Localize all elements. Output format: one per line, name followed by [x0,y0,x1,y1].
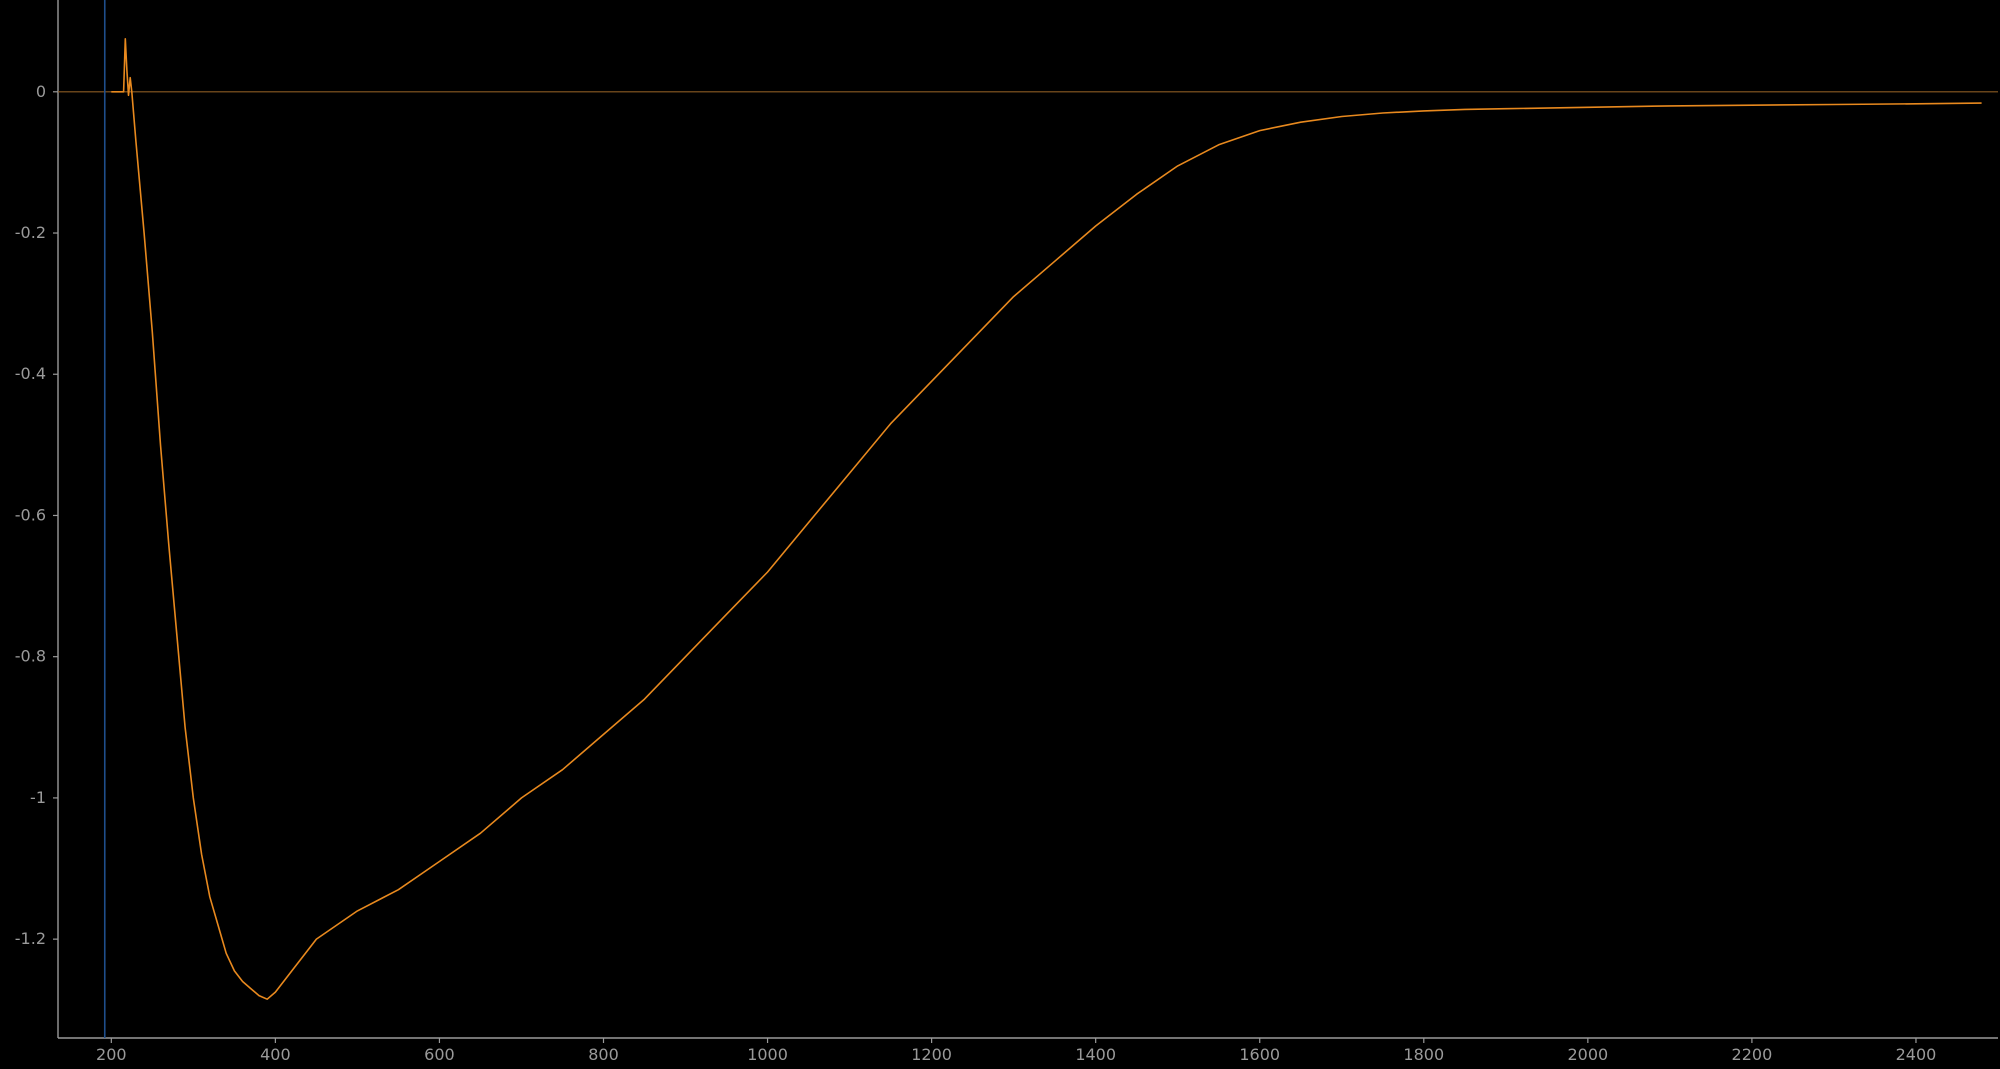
series-layer [111,37,1982,1001]
x-tick-label: 400 [260,1045,291,1064]
x-tick-label: 1000 [747,1045,788,1064]
y-tick-label: -0.4 [15,364,46,383]
y-tick-label: -0.6 [15,505,46,524]
x-tick-label: 200 [96,1045,127,1064]
y-axis-ticks: 0 -0.2 -0.4 -0.6 -0.8 -1 -1.2 [15,82,58,948]
y-tick-label: -0.8 [15,647,46,666]
x-tick-label: 2200 [1732,1045,1773,1064]
x-tick-label: 1400 [1075,1045,1116,1064]
y-tick-label: -0.2 [15,223,46,242]
y-tick-label: 0 [36,82,46,101]
series-line [111,37,1982,1001]
x-tick-label: 2000 [1567,1045,1608,1064]
axes [57,0,1998,1039]
x-tick-label: 800 [588,1045,619,1064]
x-tick-label: 600 [424,1045,455,1064]
x-tick-label: 1800 [1403,1045,1444,1064]
x-tick-label: 2400 [1896,1045,1937,1064]
x-tick-label: 1200 [911,1045,952,1064]
x-tick-label: 1600 [1239,1045,1280,1064]
y-tick-label: -1 [30,788,46,807]
x-axis-ticks: 200 400 600 800 1000 1200 1400 1600 1800 2000 2200… [96,1038,1936,1064]
y-tick-label: -1.2 [15,929,46,948]
